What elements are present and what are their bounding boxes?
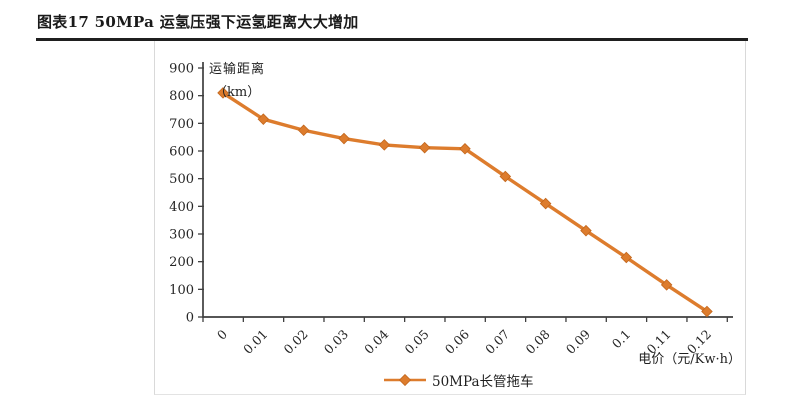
y-tick-label: 600	[169, 145, 194, 160]
x-tick-label: 0.04	[361, 326, 391, 356]
data-point-marker	[701, 305, 713, 318]
y-tick-label: 900	[169, 62, 194, 77]
data-point-marker	[378, 139, 391, 151]
chart-plot-svg: 900 800 700 600 500 400 300 200 100 0 0 0.01 0.02 0.0…	[169, 62, 733, 357]
y-tick-label: 300	[169, 228, 194, 243]
x-tick-label: 0.02	[280, 327, 310, 357]
legend-line-marker-icon	[384, 374, 426, 386]
y-tick-label: 0	[186, 311, 194, 326]
page-title: 图表17 50MPa 运氢压强下运氢距离大大增加	[37, 13, 359, 31]
x-tick-label: 0.01	[240, 327, 270, 357]
legend-label: 50MPa长管拖车	[432, 374, 534, 390]
data-point-marker	[660, 279, 673, 291]
data-point-marker	[539, 197, 552, 210]
data-point-marker	[459, 143, 471, 155]
data-point-marker	[580, 224, 592, 237]
chart-panel: 900 800 700 600 500 400 300 200 100 0 0 0.01 0.02 0.0…	[154, 41, 746, 395]
data-point-marker	[418, 141, 431, 154]
axes	[202, 62, 733, 318]
data-point-marker	[499, 170, 512, 183]
y-tick-label: 500	[169, 172, 194, 187]
data-point-marker	[620, 251, 633, 264]
y-tick-label: 700	[169, 117, 194, 132]
y-axis-title-line2: （km）	[214, 85, 261, 100]
x-tick-label: 0.05	[401, 327, 431, 357]
x-tick-label: 0.08	[522, 326, 552, 356]
data-point-marker	[217, 87, 229, 99]
data-point-marker	[297, 124, 310, 137]
x-tick-label: 0.03	[321, 326, 351, 356]
title-underline	[36, 38, 748, 41]
x-axis-title: 电价（元/Kw·h）	[638, 352, 741, 367]
x-tick-label: 0.1	[609, 327, 634, 352]
data-point-marker	[257, 113, 270, 125]
y-tick-label: 200	[169, 255, 194, 270]
legend: 50MPa长管拖车	[383, 370, 534, 390]
x-tick-label: 0	[214, 326, 230, 342]
data-point-marker	[338, 132, 350, 145]
x-tick-label: 0.07	[482, 326, 512, 356]
y-tick-label: 400	[169, 200, 194, 215]
x-tick-label: 0.06	[442, 326, 472, 356]
x-tick-label: 0.09	[563, 326, 593, 356]
y-tick-label: 100	[169, 283, 194, 298]
y-tick-label: 800	[169, 89, 194, 104]
data-line	[221, 91, 709, 314]
y-axis-title-line1: 运输距离	[209, 62, 266, 77]
